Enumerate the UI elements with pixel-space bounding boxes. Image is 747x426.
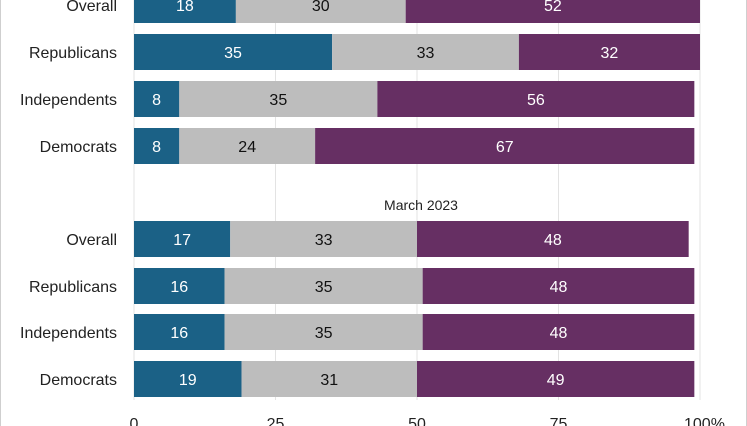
bar-segment bbox=[224, 314, 423, 350]
data-label: 24 bbox=[238, 139, 256, 156]
bar-segment bbox=[417, 361, 695, 397]
category-label: Overall bbox=[66, 0, 117, 15]
data-label: 48 bbox=[550, 279, 568, 296]
data-label: 17 bbox=[173, 232, 191, 249]
data-label: 49 bbox=[547, 372, 565, 389]
category-label: Republicans bbox=[29, 45, 117, 62]
bar-segment bbox=[134, 0, 236, 23]
data-label: 19 bbox=[179, 372, 197, 389]
x-tick-label: 75 bbox=[550, 416, 568, 426]
x-tick-label: 100% bbox=[684, 416, 725, 426]
bar-segment bbox=[134, 361, 242, 397]
category-label: Independents bbox=[20, 325, 117, 342]
x-tick-label: 0 bbox=[130, 416, 139, 426]
category-label: Independents bbox=[20, 92, 117, 109]
data-label: 35 bbox=[269, 92, 287, 109]
data-label: 33 bbox=[315, 232, 333, 249]
data-label: 35 bbox=[315, 279, 333, 296]
category-label: Democrats bbox=[40, 372, 117, 389]
bar-segment bbox=[224, 268, 423, 304]
data-label: 32 bbox=[601, 45, 619, 62]
data-label: 56 bbox=[527, 92, 545, 109]
data-label: 33 bbox=[417, 45, 435, 62]
data-label: 16 bbox=[170, 325, 188, 342]
data-label: 8 bbox=[152, 139, 161, 156]
data-label: 31 bbox=[320, 372, 338, 389]
category-label: Republicans bbox=[29, 279, 117, 296]
bar-segment bbox=[134, 34, 333, 70]
bar-segment bbox=[235, 0, 406, 23]
bar-segment bbox=[134, 221, 231, 257]
bar-segment bbox=[422, 268, 695, 304]
data-label: 52 bbox=[544, 0, 562, 15]
bar-segment bbox=[179, 128, 316, 164]
section-title: March 2023 bbox=[384, 197, 458, 213]
bar-segment bbox=[518, 34, 700, 70]
bar-segment bbox=[377, 81, 695, 117]
x-tick-label: 25 bbox=[267, 416, 285, 426]
data-label: 8 bbox=[152, 92, 161, 109]
category-label: Democrats bbox=[40, 139, 117, 156]
bar-segment bbox=[134, 314, 225, 350]
bar-segment bbox=[417, 221, 689, 257]
bar-segment bbox=[405, 0, 700, 23]
data-label: 18 bbox=[176, 0, 194, 15]
data-label: 48 bbox=[550, 325, 568, 342]
data-label: 35 bbox=[224, 45, 242, 62]
bar-segment bbox=[134, 268, 225, 304]
bar-segment bbox=[332, 34, 519, 70]
data-label: 67 bbox=[496, 139, 514, 156]
bar-segment bbox=[134, 81, 180, 117]
data-label: 30 bbox=[312, 0, 330, 15]
bar-segment bbox=[315, 128, 695, 164]
data-label: 48 bbox=[544, 232, 562, 249]
bar-segment bbox=[241, 361, 417, 397]
category-label: Overall bbox=[66, 232, 117, 249]
bar-segment bbox=[422, 314, 695, 350]
x-tick-label: 50 bbox=[408, 416, 426, 426]
bar-segment bbox=[179, 81, 378, 117]
bar-segment bbox=[230, 221, 417, 257]
data-label: 35 bbox=[315, 325, 333, 342]
bar-segment bbox=[134, 128, 180, 164]
data-label: 16 bbox=[170, 279, 188, 296]
